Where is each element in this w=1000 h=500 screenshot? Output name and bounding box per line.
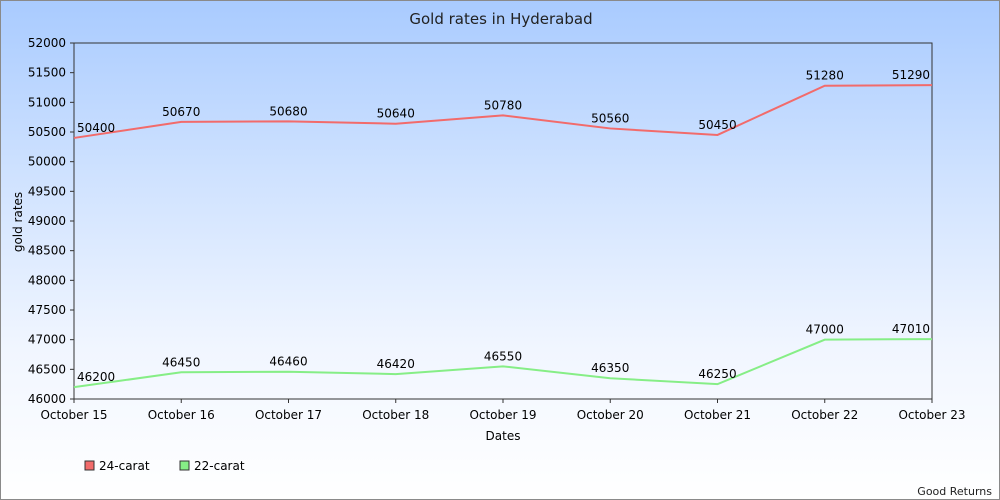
- data-label: 50640: [377, 107, 415, 121]
- data-label: 46350: [591, 361, 629, 375]
- series-line: [73, 338, 933, 389]
- y-tick-label: 46000: [28, 392, 66, 406]
- y-tick-label: 51000: [28, 95, 66, 109]
- legend-item: 24-carat: [84, 459, 150, 473]
- y-tick-label: 48000: [28, 273, 66, 287]
- data-label: 46200: [77, 370, 115, 384]
- series-line: [73, 84, 933, 139]
- data-label: 46550: [484, 349, 522, 363]
- data-label: 50680: [269, 104, 307, 118]
- x-tick-label: October 21: [684, 408, 751, 422]
- x-tick-label: October 20: [577, 408, 644, 422]
- y-tick-label: 47000: [28, 333, 66, 347]
- x-axis-label: Dates: [486, 429, 521, 443]
- data-label: 50400: [77, 121, 115, 135]
- data-label: 51290: [892, 68, 930, 82]
- y-tick-label: 47500: [28, 303, 66, 317]
- legend-item: 22-carat: [179, 459, 245, 473]
- legend-swatch: [84, 460, 95, 471]
- data-label: 51280: [806, 69, 844, 83]
- source-credit: Good Returns: [917, 485, 992, 498]
- data-label: 46460: [269, 355, 307, 369]
- data-label: 46420: [377, 357, 415, 371]
- data-label: 46250: [698, 367, 736, 381]
- series-24-carat: 50400 50670 50680 50640 50780 50560 50450 51280…: [73, 68, 933, 139]
- y-tick-label: 49500: [28, 184, 66, 198]
- x-tick-label: October 23: [898, 408, 965, 422]
- data-label: 50450: [698, 118, 736, 132]
- data-label: 50780: [484, 98, 522, 112]
- y-tick-label: 51500: [28, 66, 66, 80]
- data-label: 50670: [162, 105, 200, 119]
- data-label: 50560: [591, 111, 629, 125]
- y-tick-label: 46500: [28, 362, 66, 376]
- x-tick-label: October 15: [40, 408, 107, 422]
- y-axis-label: gold rates: [11, 192, 25, 252]
- y-tick-label: 52000: [28, 36, 66, 50]
- legend-swatch: [179, 460, 190, 471]
- x-tick-label: October 22: [791, 408, 858, 422]
- data-label: 47010: [892, 322, 930, 336]
- legend-label: 22-carat: [194, 459, 245, 473]
- series-22-carat: 46200 46450 46460 46420 46550 46350 46250 47000…: [73, 322, 933, 389]
- x-tick-label: October 17: [255, 408, 322, 422]
- data-label: 47000: [806, 323, 844, 337]
- chart-title: Gold rates in Hyderabad: [409, 10, 592, 28]
- y-tick-label: 48500: [28, 244, 66, 258]
- y-tick-label: 50500: [28, 125, 66, 139]
- x-axis-ticks: October 15 October 16 October 17 October 18…: [40, 399, 966, 422]
- series-layer: 50400 50670 50680 50640 50780 50560 50450 51280…: [73, 68, 933, 389]
- y-tick-label: 50000: [28, 155, 66, 169]
- data-label: 46450: [162, 355, 200, 369]
- y-axis-ticks: 46000 46500 47000 47500 48000 48500 49000 49500…: [28, 36, 74, 406]
- x-tick-label: October 19: [469, 408, 536, 422]
- x-tick-label: October 18: [362, 408, 429, 422]
- legend: 24-carat 22-carat: [84, 459, 245, 473]
- legend-label: 24-carat: [99, 459, 150, 473]
- x-tick-label: October 16: [148, 408, 215, 422]
- y-tick-label: 49000: [28, 214, 66, 228]
